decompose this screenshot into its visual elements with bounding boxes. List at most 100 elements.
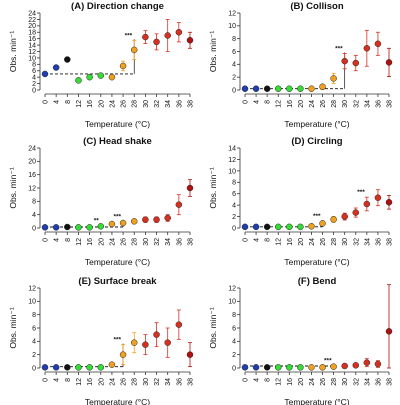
x-tick-label: 32	[353, 100, 360, 108]
x-tick-label: 38	[387, 100, 394, 108]
y-tick-label: 20	[28, 23, 36, 30]
y-tick-label: 20	[28, 159, 36, 166]
y-tick-label: 12	[28, 185, 36, 192]
data-point	[363, 200, 371, 208]
x-tick-label: 28	[331, 378, 338, 386]
data-point	[164, 32, 171, 39]
x-tick-label: 30	[342, 100, 349, 108]
y-tick-label: 10	[28, 299, 36, 306]
x-tick-label: 28	[331, 238, 338, 246]
x-tick-label: 26	[121, 238, 128, 246]
data-point	[297, 85, 304, 92]
x-tick-label: 8	[265, 238, 272, 242]
x-axis-label: Temperature (°C)	[85, 119, 150, 129]
data-point	[52, 364, 60, 371]
x-tick-label: 0	[243, 100, 250, 104]
y-tick-label: 8	[232, 180, 236, 187]
x-tick-label: 38	[188, 378, 195, 386]
data-point	[241, 85, 249, 92]
data-point	[52, 224, 60, 231]
data-point	[286, 223, 293, 231]
x-tick-label: 12	[76, 100, 83, 108]
x-tick-label: 0	[43, 100, 50, 104]
data-point	[352, 209, 360, 216]
x-tick-label: 36	[176, 238, 183, 246]
x-tick-label: 36	[375, 378, 382, 386]
data-point	[297, 364, 304, 371]
y-tick-label: 8	[32, 312, 36, 319]
x-tick-label: 38	[387, 238, 394, 246]
data-point	[352, 59, 360, 67]
data-point	[274, 223, 282, 231]
x-tick-label: 26	[121, 100, 128, 108]
x-tick-label: 8	[265, 378, 272, 382]
x-tick-label: 34	[364, 100, 371, 108]
data-point	[97, 223, 105, 230]
x-tick-label: 4	[54, 378, 61, 382]
x-tick-label: 20	[98, 100, 105, 108]
data-point	[330, 363, 337, 370]
panel-title: (D) Circling	[291, 136, 342, 147]
data-point	[286, 364, 293, 371]
y-tick-label: 16	[28, 36, 36, 43]
data-point	[153, 38, 160, 46]
data-point	[385, 199, 393, 206]
data-point	[319, 83, 326, 91]
data-point	[308, 364, 315, 371]
data-point	[330, 216, 337, 223]
y-tick-label: 24	[28, 145, 36, 152]
data-point	[41, 70, 49, 78]
x-tick-label: 20	[298, 378, 305, 386]
y-axis-label: Obs. min⁻¹	[8, 167, 18, 208]
x-tick-label: 8	[265, 100, 272, 104]
x-tick-label: 34	[364, 238, 371, 246]
y-tick-label: 24	[28, 10, 36, 17]
x-tick-label: 34	[165, 238, 172, 246]
y-tick-label: 22	[28, 17, 36, 24]
x-tick-label: 24	[309, 378, 316, 386]
data-point	[175, 321, 183, 328]
data-point	[341, 57, 348, 65]
y-axis-label: Obs. min⁻¹	[208, 31, 218, 72]
x-tick-label: 20	[98, 238, 105, 246]
data-point	[130, 339, 138, 346]
y-tick-label: 12	[228, 285, 236, 292]
significance-label: ***	[335, 45, 343, 52]
significance-label: ***	[324, 357, 332, 364]
x-tick-label: 32	[353, 238, 360, 246]
x-tick-label: 12	[76, 378, 83, 386]
data-point	[64, 56, 71, 63]
x-tick-label: 30	[143, 238, 150, 246]
x-tick-label: 26	[320, 238, 327, 246]
x-tick-label: 0	[43, 378, 50, 382]
data-point	[175, 29, 183, 36]
significance-label: ***	[113, 213, 121, 220]
x-tick-label: 8	[65, 100, 72, 104]
y-tick-label: 6	[232, 49, 236, 56]
data-point	[374, 360, 382, 368]
y-tick-label: 0	[232, 87, 236, 94]
x-tick-label: 12	[276, 378, 283, 386]
x-tick-label: 36	[375, 100, 382, 108]
data-point	[319, 364, 326, 371]
x-tick-label: 32	[154, 238, 161, 246]
x-tick-label: 20	[98, 378, 105, 386]
x-tick-label: 20	[298, 100, 305, 108]
y-tick-label: 0	[32, 87, 36, 94]
x-tick-label: 36	[375, 238, 382, 246]
x-tick-label: 16	[87, 100, 94, 108]
x-tick-label: 30	[143, 100, 150, 108]
data-point	[119, 219, 127, 227]
x-tick-label: 38	[188, 100, 195, 108]
data-point	[385, 59, 393, 66]
x-tick-label: 36	[176, 100, 183, 108]
x-tick-label: 38	[188, 238, 195, 246]
data-point	[164, 214, 171, 222]
x-tick-label: 4	[254, 238, 261, 242]
y-tick-label: 18	[28, 30, 36, 37]
x-tick-label: 26	[320, 100, 327, 108]
y-tick-label: 4	[32, 339, 36, 346]
